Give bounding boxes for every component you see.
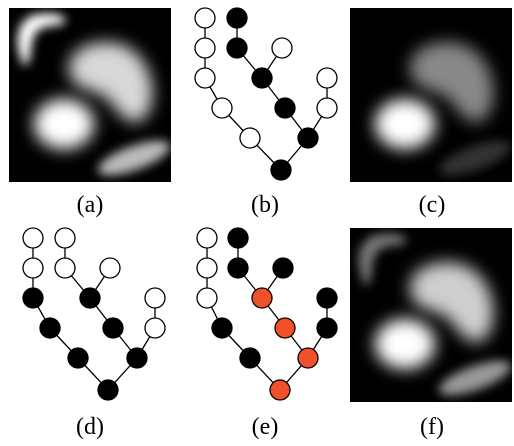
- tree-node: [212, 318, 232, 338]
- tree-node: [270, 380, 290, 400]
- image: [9, 8, 174, 182]
- tree-node: [23, 288, 43, 308]
- tree-node: [272, 38, 292, 58]
- image: [350, 228, 514, 402]
- tree-node: [195, 38, 215, 58]
- tree-node: [298, 348, 318, 368]
- tree-node: [212, 98, 232, 118]
- tree-node: [98, 380, 118, 400]
- image: [350, 8, 514, 182]
- tree-node: [240, 348, 260, 368]
- tree-node: [23, 228, 43, 248]
- tree-node: [145, 318, 165, 338]
- tree-node: [228, 228, 248, 248]
- blob: [375, 319, 435, 369]
- tree-node: [23, 258, 43, 278]
- caption: (a): [77, 192, 104, 218]
- tree-node: [100, 258, 120, 278]
- tree-node: [317, 288, 337, 308]
- tree-node: [317, 318, 337, 338]
- caption: (c): [419, 192, 446, 218]
- caption: (d): [76, 414, 104, 440]
- tree-node: [252, 288, 272, 308]
- tree-node: [68, 348, 88, 368]
- tree: [197, 228, 337, 400]
- tree: [23, 228, 165, 400]
- tree-node: [40, 318, 60, 338]
- tree-node: [195, 68, 215, 88]
- tree-node: [273, 258, 293, 278]
- tree-node: [197, 258, 217, 278]
- tree-node: [240, 128, 260, 148]
- tree-node: [271, 160, 291, 180]
- tree-node: [145, 288, 165, 308]
- tree-node: [195, 8, 215, 28]
- tree-node: [227, 8, 247, 28]
- tree-node: [197, 288, 217, 308]
- tree-node: [197, 228, 217, 248]
- blob: [34, 99, 94, 149]
- tree-node: [55, 258, 75, 278]
- tree-node: [252, 68, 272, 88]
- tree-node: [317, 68, 337, 88]
- tree-node: [227, 38, 247, 58]
- tree-node: [275, 318, 295, 338]
- tree-node: [127, 348, 147, 368]
- blob: [375, 99, 435, 149]
- figure: (a) (b) (c) (d) (e) (f): [0, 0, 514, 446]
- tree-node: [103, 318, 123, 338]
- tree-node: [275, 98, 295, 118]
- tree-node: [55, 228, 75, 248]
- tree-node: [317, 98, 337, 118]
- caption: (f): [420, 414, 444, 440]
- caption: (b): [251, 192, 279, 218]
- tree: [195, 8, 337, 180]
- tree-node: [298, 128, 318, 148]
- tree-node: [228, 258, 248, 278]
- caption: (e): [252, 414, 279, 440]
- tree-node: [80, 288, 100, 308]
